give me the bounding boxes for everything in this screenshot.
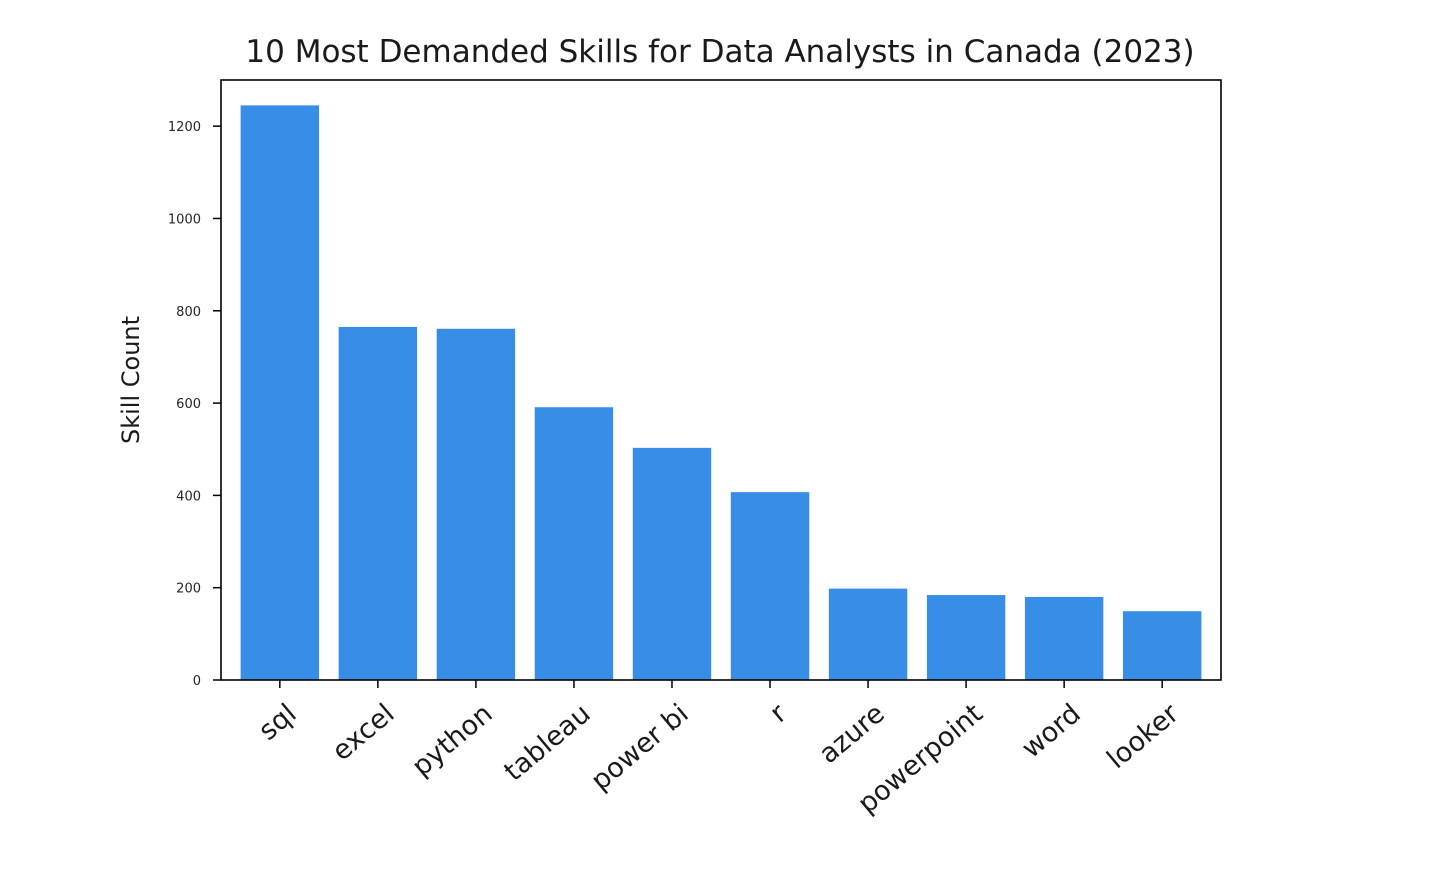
x-tick-label: sql: [253, 698, 303, 747]
bar-sql: [240, 105, 320, 680]
x-tick-label: python: [406, 698, 498, 782]
bars-group: [240, 105, 1202, 680]
bar-tableau: [534, 407, 614, 680]
bar-python: [436, 328, 516, 680]
x-tick-label: word: [1016, 698, 1087, 764]
bar-azure: [828, 588, 908, 680]
x-tick-label: looker: [1101, 698, 1185, 776]
y-axis: 0 200 400 600 800 1000 1200: [168, 120, 221, 689]
y-tick-label: 1200: [168, 120, 201, 135]
bar-word: [1024, 596, 1104, 680]
bar-looker: [1122, 611, 1202, 680]
x-tick-label: power bi: [585, 698, 694, 797]
x-tick-label: tableau: [498, 698, 596, 787]
y-tick-label: 0: [193, 674, 201, 689]
x-tick-label: excel: [326, 698, 400, 767]
y-tick-label: 600: [176, 397, 201, 412]
bar-powerpoint: [926, 595, 1006, 680]
bar-r: [730, 492, 810, 680]
plot-frame: [220, 79, 1222, 681]
x-tick-label: r: [764, 698, 793, 729]
chart-title: 10 Most Demanded Skills for Data Analyst…: [245, 34, 1194, 70]
y-tick-label: 400: [176, 489, 201, 504]
bar-power-bi: [632, 447, 712, 680]
bar-excel: [338, 326, 418, 680]
y-tick-label: 1000: [168, 212, 201, 227]
y-tick-label: 200: [176, 582, 201, 597]
y-axis-label: Skill Count: [117, 316, 145, 444]
y-tick-label: 800: [176, 305, 201, 320]
x-tick-label: azure: [813, 698, 890, 770]
